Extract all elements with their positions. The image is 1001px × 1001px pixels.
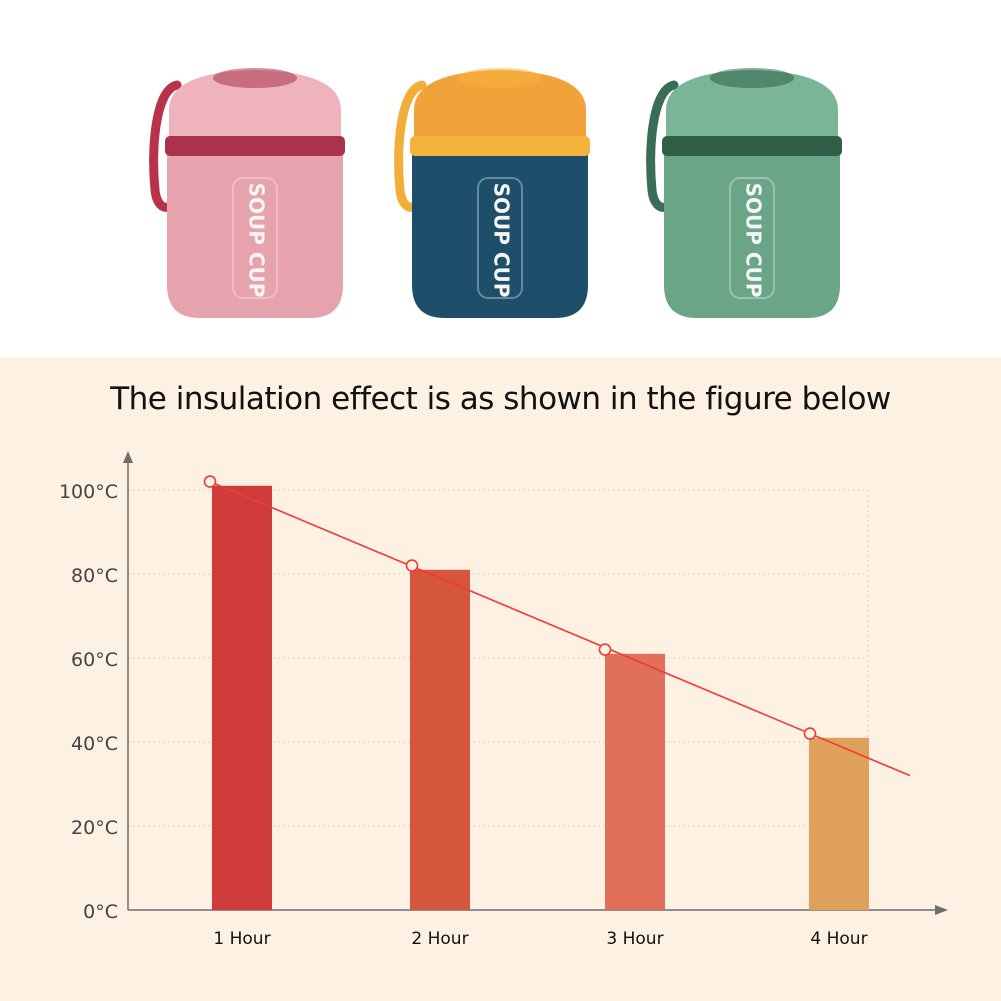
label-panel xyxy=(232,177,278,299)
x-tick-label: 3 Hour xyxy=(606,929,663,949)
soup-cup-2: SOUP CUP xyxy=(394,68,590,318)
bar-3 xyxy=(605,653,665,910)
y-tick-label: 60°C xyxy=(71,649,118,671)
cup-lid xyxy=(666,70,838,138)
lid-band xyxy=(165,136,345,156)
lid-cap xyxy=(710,68,794,88)
trend-line xyxy=(209,480,911,777)
y-tick-label: 0°C xyxy=(83,901,118,923)
cup-label: SOUP CUP xyxy=(490,183,514,298)
cup-body xyxy=(167,150,343,318)
cup-label: SOUP CUP xyxy=(245,183,269,298)
label-panel xyxy=(729,177,775,299)
soup-cup-1: SOUP CUP xyxy=(149,68,345,318)
cup-label: SOUP CUP xyxy=(742,183,766,298)
bar-1 xyxy=(212,485,272,910)
bar-2 xyxy=(410,569,470,910)
trend-point xyxy=(598,643,612,656)
lid-band xyxy=(662,136,842,156)
trend-point xyxy=(203,475,217,488)
cup-body xyxy=(412,150,588,318)
y-axis-arrow xyxy=(123,451,133,463)
product-photo: SOUP CUP SOUP CUP SOUP CUP xyxy=(149,68,842,318)
x-axis-arrow xyxy=(935,905,948,915)
y-tick-label: 40°C xyxy=(71,733,118,755)
y-tick-label: 100°C xyxy=(59,481,118,503)
trend-point xyxy=(803,727,817,740)
y-tick-label: 80°C xyxy=(71,565,118,587)
label-panel xyxy=(477,177,523,299)
product-photo-band: SOUP CUP SOUP CUP SOUP CUP xyxy=(0,0,1001,357)
cup-lid xyxy=(169,70,341,138)
cup-body xyxy=(664,150,840,318)
trend-point xyxy=(405,559,419,572)
x-tick-label: 4 Hour xyxy=(810,929,867,949)
soup-cup-3: SOUP CUP xyxy=(646,68,842,318)
chart-title: The insulation effect is as shown in the… xyxy=(110,381,891,417)
y-tick-label: 20°C xyxy=(71,817,118,839)
cup-lid xyxy=(414,70,586,138)
lid-cap xyxy=(458,68,542,88)
x-tick-label: 1 Hour xyxy=(213,929,270,949)
bar-4 xyxy=(809,737,869,910)
lid-cap xyxy=(213,68,297,88)
lid-band xyxy=(410,136,590,156)
x-tick-label: 2 Hour xyxy=(411,929,468,949)
